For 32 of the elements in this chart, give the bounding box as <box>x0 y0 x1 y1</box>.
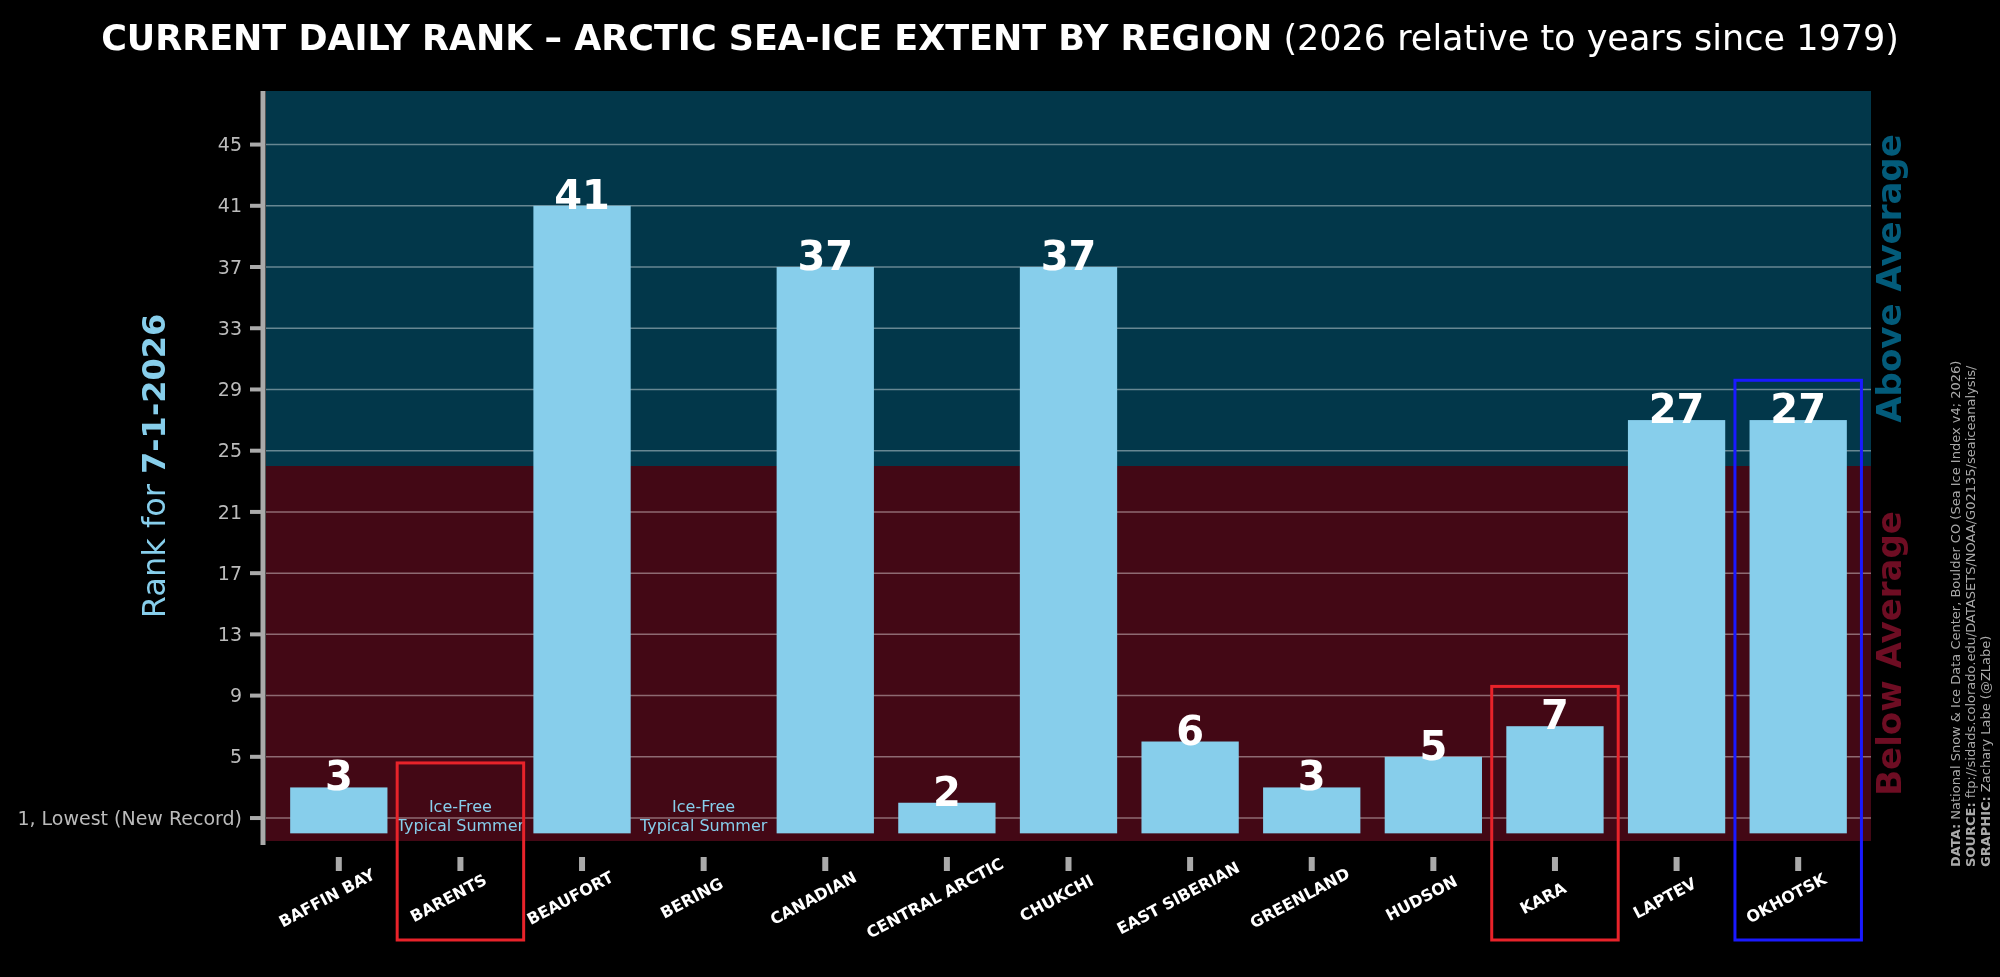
data-label: 5 <box>1419 722 1448 769</box>
y-axis-title: Rank for 7-1-2026 <box>135 313 173 619</box>
y-tick-label: 17 <box>217 561 242 584</box>
data-label: 3 <box>1297 753 1326 800</box>
data-label: 37 <box>797 233 854 280</box>
data-label: 27 <box>1770 386 1827 433</box>
source-note: SOURCE: ftp://sidads.colorado.edu/DATASETS/NOAA/G02135/seaiceanalysis/ <box>1963 364 1978 867</box>
y-tick-label: 29 <box>217 378 242 401</box>
y-tick-label: 41 <box>217 194 242 217</box>
data-label: 6 <box>1176 707 1205 754</box>
band-label: Below Average <box>1869 511 1909 796</box>
band-label: Above Average <box>1869 134 1909 423</box>
y-tick-label: 21 <box>217 500 242 523</box>
chart-title: CURRENT DAILY RANK – ARCTIC SEA-ICE EXTENT BY REGION <box>101 18 1273 58</box>
annotation: Ice-Free Typical Summer <box>638 797 768 836</box>
text: GRAPHIC: Zachary Labe (@ZLabe) <box>1978 635 1993 867</box>
data-label: 2 <box>932 768 961 815</box>
y-tick-label: 37 <box>217 255 242 278</box>
y-tick-label: 5 <box>229 745 242 768</box>
chart-subtitle: (2026 relative to years since 1979) <box>1272 18 1899 58</box>
data-label: 3 <box>324 753 353 800</box>
data-label: 41 <box>554 171 610 218</box>
data-label: 27 <box>1648 386 1705 433</box>
text: DATA: National Snow & Ice Data Center, Boulder CO (Sea Ice Index v4; 2026) <box>1948 360 1963 867</box>
y-tick-label: 13 <box>217 623 242 646</box>
y-tick-label: 45 <box>217 133 242 156</box>
y-tick-label: 9 <box>229 684 242 707</box>
y-tick-label: 33 <box>217 316 242 339</box>
data-label: 7 <box>1541 692 1569 739</box>
y-tick-label: 25 <box>217 439 242 462</box>
data-label: 37 <box>1040 233 1097 280</box>
y-tick-label: 1, Lowest (New Record) <box>17 806 242 829</box>
